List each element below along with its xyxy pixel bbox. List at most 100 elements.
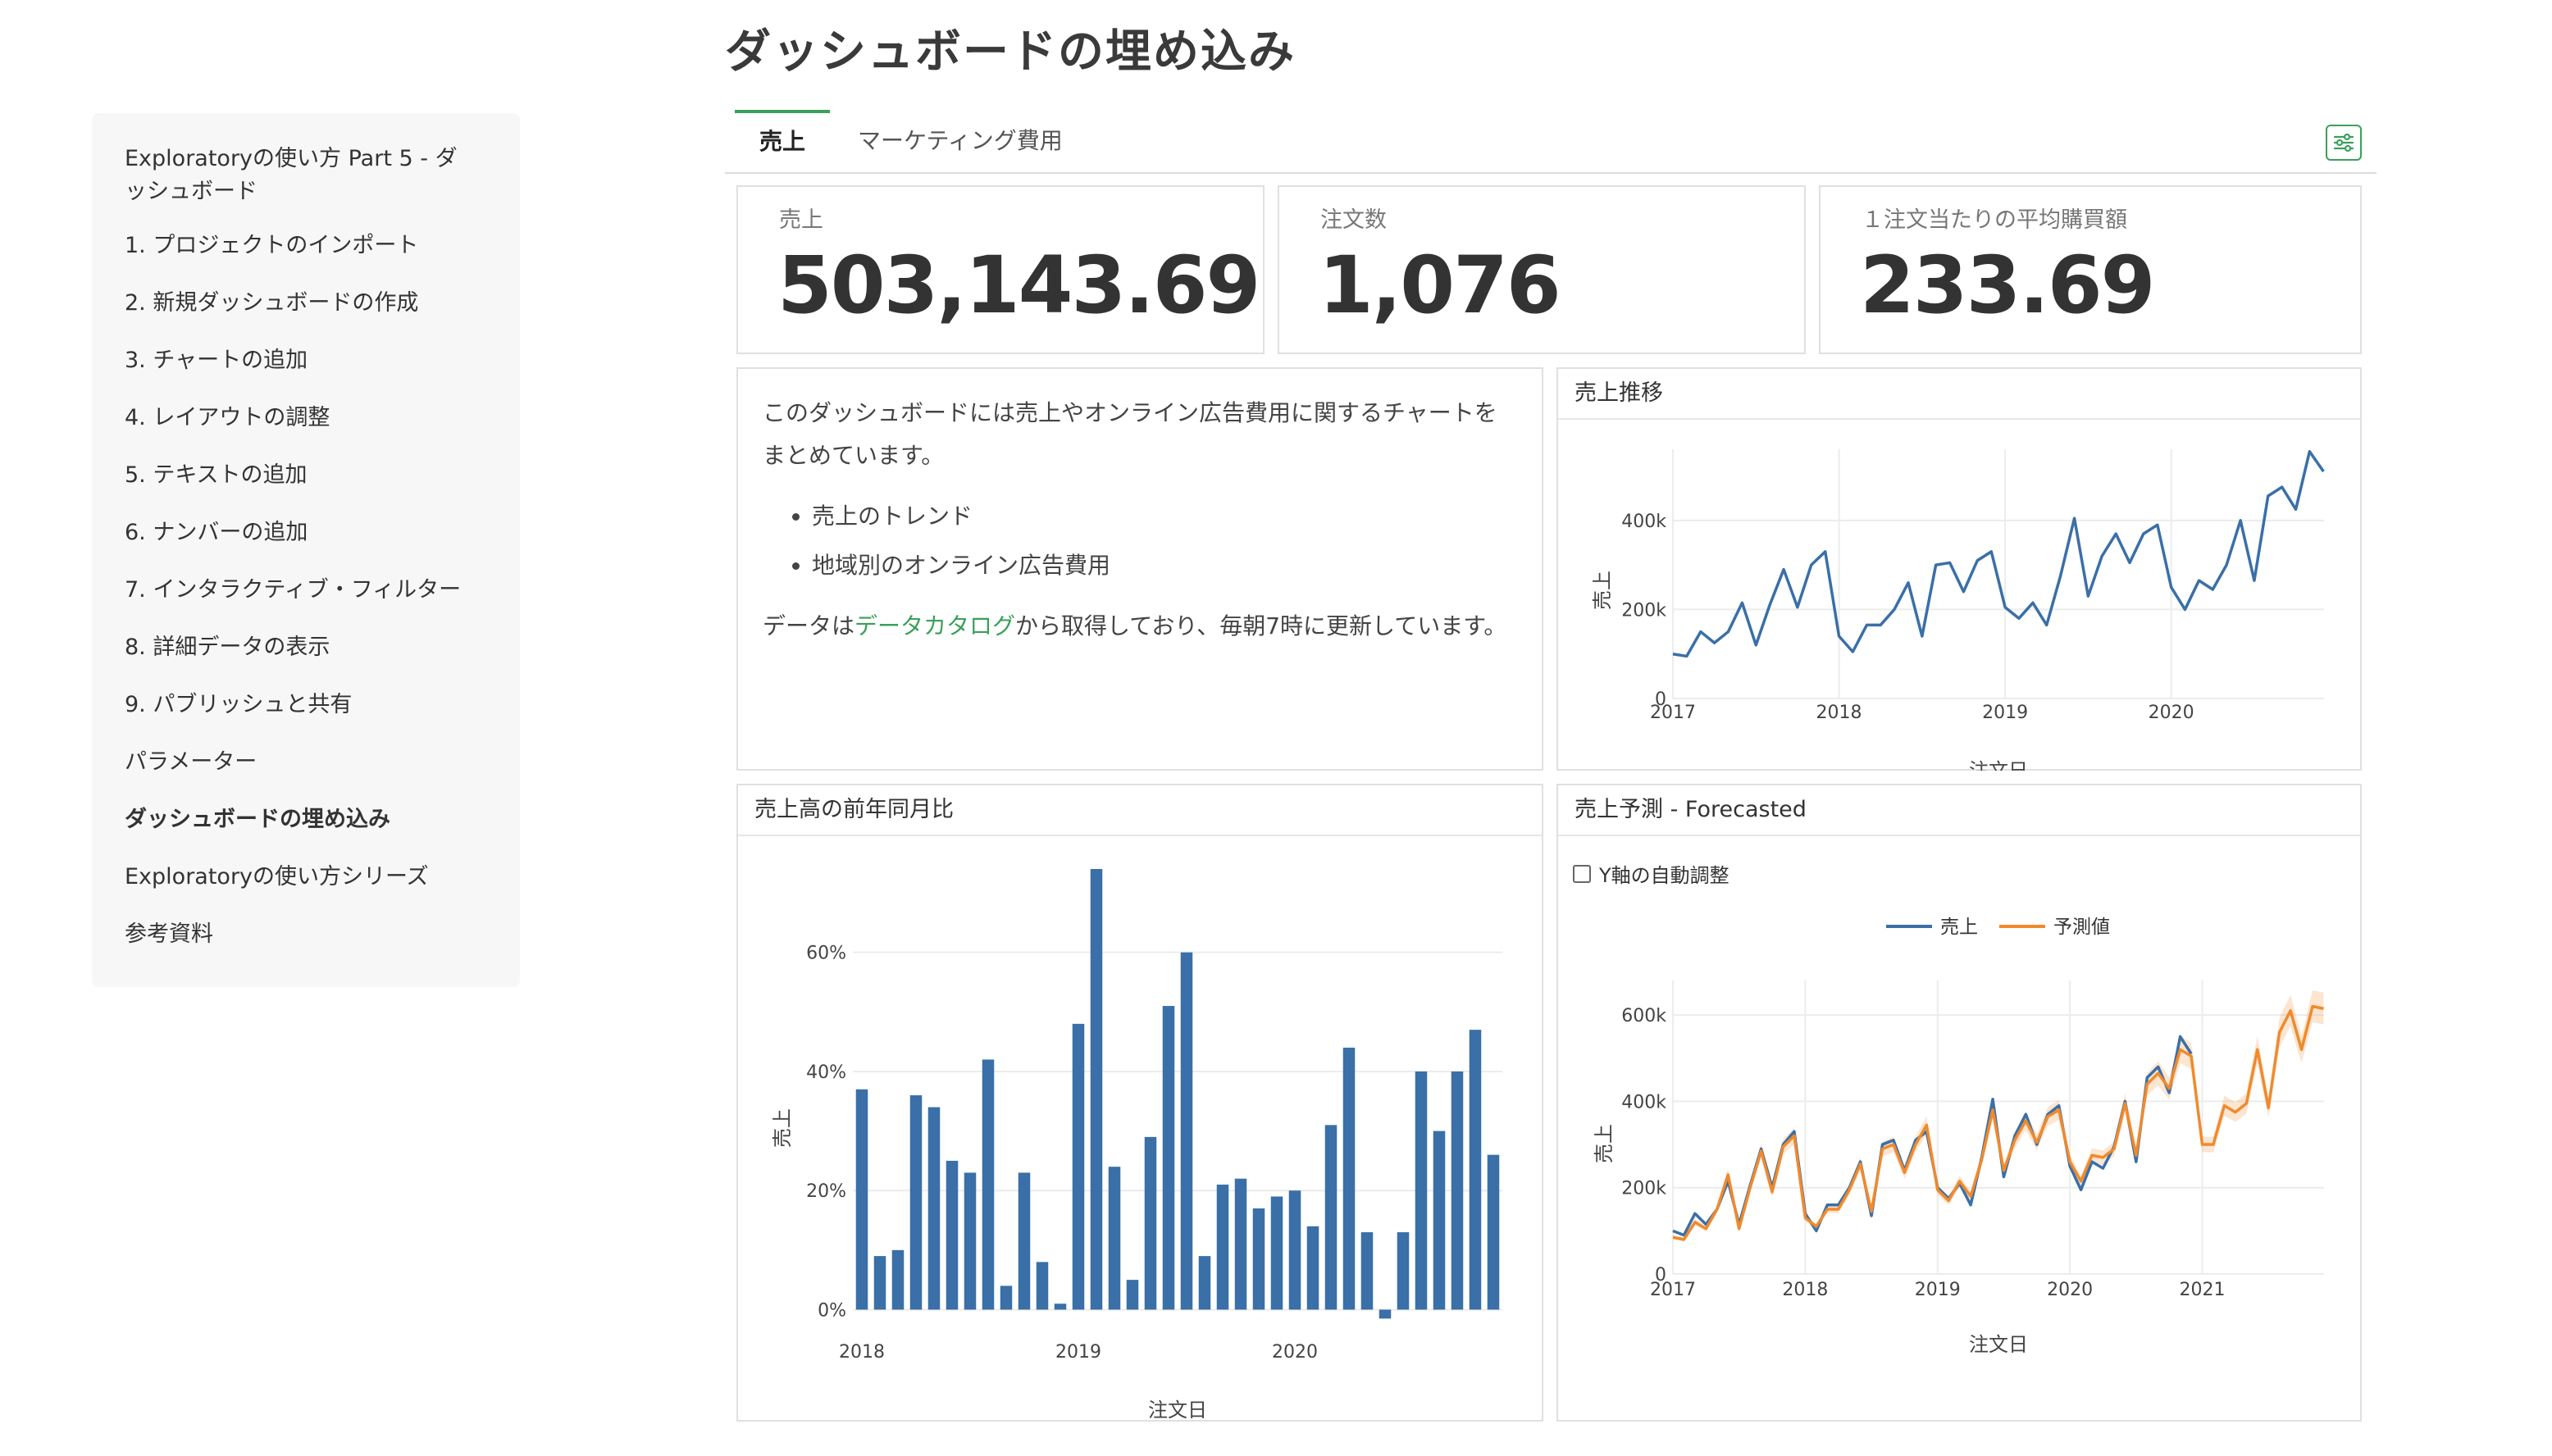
x-tick-label: 2020 [2047, 1280, 2093, 1300]
panel-title: 売上予測 - Forecasted [1574, 797, 1807, 822]
forecast-line-chart: 2017 2018 2019 2020 2021 0 200k 400k 600k 売上 予測値注文… [1593, 917, 2324, 1356]
sidebar-item[interactable]: Exploratoryの使い方 Part 5 - ダッシュボード [125, 146, 458, 204]
bar [927, 1107, 941, 1310]
sidebar: Exploratoryの使い方 Part 5 - ダッシュボード 1. プロジェク… [92, 113, 520, 987]
bar [1487, 1154, 1500, 1310]
sidebar-item[interactable]: 7. インタラクティブ・フィルター [125, 577, 462, 603]
y-tick-label: 0% [818, 1300, 846, 1321]
footer-post: から取得しており、毎朝7時に更新しています。 [1015, 612, 1507, 639]
bar [873, 1256, 886, 1310]
sidebar-item[interactable]: 2. 新規ダッシュボードの作成 [125, 290, 419, 316]
x-axis-title: 注文日 [1969, 759, 2028, 771]
trend-chart-panel: 売上推移 2017 2018 2019 2020 0 200k 400k 注文日 売上 [1556, 367, 2362, 771]
bullet-list: 売上のトレンド 地域別のオンライン広告費用 [812, 495, 1517, 587]
sidebar-item[interactable]: 4. レイアウトの調整 [125, 405, 330, 430]
sidebar-item[interactable]: Exploratoryの使い方シリーズ [125, 864, 429, 890]
kpi-card-sales: 売上 503,143.69 [736, 185, 1265, 354]
bar [1433, 1131, 1446, 1310]
bar [1198, 1256, 1211, 1310]
bar [1000, 1285, 1013, 1310]
kpi-value: 1,076 [1319, 239, 1561, 331]
bar [1379, 1309, 1392, 1319]
y-axis-title: 売上 [1591, 571, 1614, 610]
tab-marketing-cost[interactable]: マーケティング費用 [858, 127, 1063, 154]
bar [855, 1089, 868, 1310]
data-catalog-link[interactable]: データカタログ [854, 612, 1016, 639]
y-tick-label: 60% [806, 944, 846, 964]
y-tick-label: 600k [1621, 1006, 1666, 1026]
bar [1126, 1280, 1139, 1310]
x-tick-label: 2018 [1816, 703, 1862, 723]
checkbox-label: Y軸の自動調整 [1599, 864, 1729, 887]
bar [1270, 1196, 1283, 1310]
bar [1108, 1167, 1121, 1310]
bar [1162, 1006, 1175, 1310]
kpi-value: 233.69 [1860, 239, 2155, 331]
y-axis-title: 売上 [771, 1108, 794, 1148]
bar [1360, 1232, 1374, 1310]
tab-sales[interactable]: 売上 [735, 110, 830, 172]
sidebar-item[interactable]: 5. テキストの追加 [125, 462, 308, 488]
tab-bar: 売上 マーケティング費用 [725, 110, 2377, 174]
series-line [1672, 1004, 2324, 1241]
bar [1415, 1071, 1428, 1310]
auto-y-axis-toggle[interactable]: Y軸の自動調整 [1573, 859, 1729, 888]
footer-pre: データは [763, 612, 855, 639]
bar [982, 1059, 995, 1310]
text-panel: このダッシュボードには売上やオンライン広告費用に関するチャートをまとめています。… [736, 367, 1543, 771]
sidebar-item[interactable]: 1. プロジェクトのインポート [125, 233, 419, 258]
x-tick-label: 2017 [1650, 703, 1696, 723]
x-tick-label: 2019 [1915, 1280, 1961, 1300]
sidebar-item[interactable]: ダッシュボードの埋め込み [125, 807, 390, 832]
footer-text: データはデータカタログから取得しており、毎朝7時に更新しています。 [763, 605, 1517, 648]
kpi-value: 503,143.69 [777, 239, 1260, 331]
sliders-icon [2333, 133, 2354, 152]
list-item: 地域別のオンライン広告費用 [812, 544, 1517, 587]
x-tick-label: 2020 [2149, 703, 2194, 723]
x-tick-label: 2017 [1650, 1280, 1696, 1300]
yoy-bar-chart: 0% 20% 40% 60% 2018 2019 2020 注文日 売上 [771, 869, 1502, 1422]
y-tick-label: 0 [1655, 1265, 1666, 1285]
y-axis-title: 売上 [1593, 1124, 1616, 1163]
yoy-chart-panel: 売上高の前年同月比 0% 20% 40% 60% 2018 2019 2020 注文日 売上 [736, 784, 1543, 1422]
panel-title: 売上推移 [1574, 380, 1663, 406]
bar [1090, 869, 1103, 1310]
list-item: 売上のトレンド [812, 495, 1517, 538]
bar [964, 1172, 977, 1310]
x-tick-label: 2018 [1782, 1280, 1828, 1300]
sidebar-item[interactable]: パラメーター [125, 749, 257, 775]
sidebar-item[interactable]: 3. チャートの追加 [125, 348, 308, 373]
legend-label: 売上 [1940, 917, 1978, 938]
sales-trend-chart: 2017 2018 2019 2020 0 200k 400k 注文日 売上 [1591, 449, 2325, 771]
kpi-label: 売上 [779, 207, 823, 233]
bar [946, 1160, 959, 1310]
bar [1180, 952, 1193, 1310]
kpi-card-orders: 注文数 1,076 [1278, 185, 1806, 354]
kpi-label: １注文当たりの平均購買額 [1862, 207, 2127, 233]
bar [1324, 1125, 1338, 1310]
y-tick-label: 200k [1621, 600, 1666, 621]
checkbox[interactable] [1573, 864, 1591, 883]
bar [1144, 1136, 1157, 1310]
x-tick-label: 2018 [839, 1342, 885, 1363]
bar [1036, 1262, 1049, 1310]
bar [1054, 1304, 1067, 1310]
bar [1306, 1226, 1319, 1310]
y-tick-label: 400k [1621, 512, 1666, 532]
sidebar-item[interactable]: 参考資料 [125, 921, 213, 947]
intro-text: このダッシュボードには売上やオンライン広告費用に関するチャートをまとめています。 [763, 399, 1497, 469]
sidebar-item[interactable]: 9. パブリッシュと共有 [125, 692, 353, 717]
bar [1252, 1208, 1265, 1310]
bar [1397, 1232, 1410, 1310]
x-tick-label: 2019 [1982, 703, 2028, 723]
x-axis-title: 注文日 [1969, 1333, 2028, 1356]
sidebar-item[interactable]: 8. 詳細データの表示 [125, 635, 330, 660]
bar [1018, 1172, 1031, 1310]
sidebar-item[interactable]: 6. ナンバーの追加 [125, 520, 308, 545]
kpi-label: 注文数 [1320, 207, 1387, 233]
settings-button[interactable] [2326, 125, 2362, 161]
x-tick-label: 2021 [2180, 1280, 2226, 1300]
bar [1234, 1178, 1247, 1310]
panel-title: 売上高の前年同月比 [754, 797, 954, 822]
bar [1216, 1184, 1229, 1310]
